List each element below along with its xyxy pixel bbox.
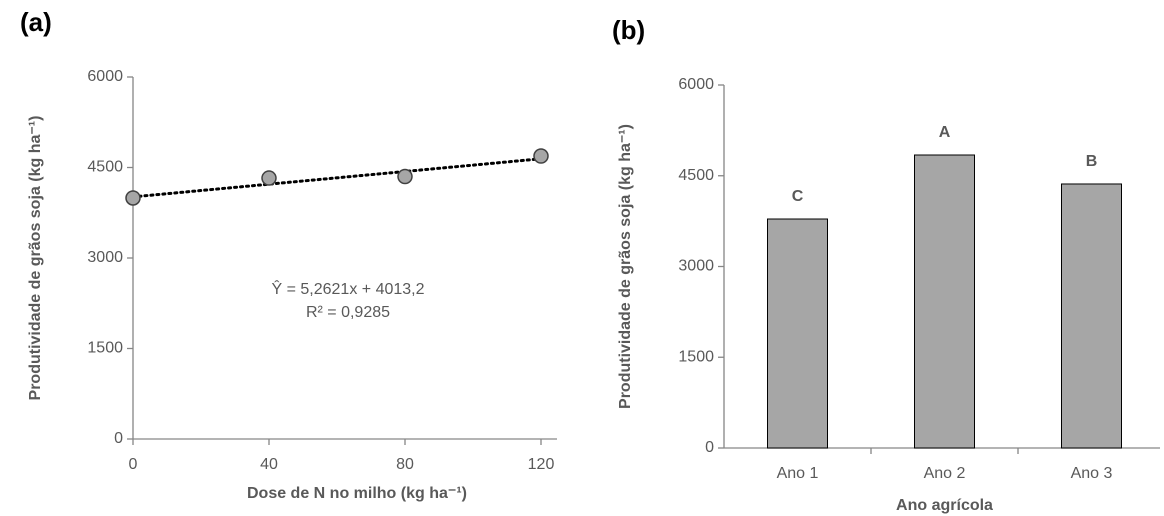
x-tick-label: Ano 2: [924, 465, 966, 482]
x-tick-label: 0: [129, 456, 138, 473]
x-tick-label: Ano 1: [777, 465, 819, 482]
panel-label: (a): [20, 7, 52, 37]
equation: Ŷ = 5,2621x + 4013,2: [271, 279, 424, 298]
significance-letter: A: [939, 124, 951, 141]
x-tick-label: 40: [260, 456, 278, 473]
r-squared: R² = 0,9285: [306, 304, 390, 321]
bar: [1061, 183, 1122, 449]
y-tick-label: 1500: [87, 340, 123, 357]
y-axis-title: Produtividade de grãos soja (kg ha⁻¹): [27, 116, 44, 401]
y-tick-label: 3000: [87, 249, 123, 266]
y-tick-label: 0: [114, 430, 123, 447]
x-axis-title: Ano agrícola: [896, 497, 993, 514]
data-point: [397, 168, 413, 185]
x-tick-label: 120: [528, 456, 555, 473]
y-tick-label: 4500: [87, 159, 123, 176]
panel-label: (b): [612, 15, 645, 45]
y-tick-label: 6000: [678, 76, 714, 93]
trendline: [131, 157, 543, 199]
y-axis-title: Produtividade de grãos soja (kg ha⁻¹): [617, 124, 634, 409]
x-tick-label: Ano 3: [1071, 465, 1113, 482]
x-axis-title: Dose de N no milho (kg ha⁻¹): [247, 485, 467, 502]
bar: [914, 154, 975, 449]
significance-letter: B: [1086, 153, 1098, 170]
data-point: [125, 190, 141, 206]
bar: [767, 218, 828, 449]
y-tick-label: 0: [705, 439, 714, 456]
data-point: [261, 170, 277, 186]
data-point: [533, 148, 549, 164]
significance-letter: C: [792, 188, 804, 205]
x-tick-label: 80: [396, 456, 414, 473]
y-tick-label: 3000: [678, 258, 714, 275]
y-tick-label: 1500: [678, 348, 714, 365]
y-tick-label: 6000: [87, 68, 123, 85]
y-tick-label: 4500: [678, 167, 714, 184]
